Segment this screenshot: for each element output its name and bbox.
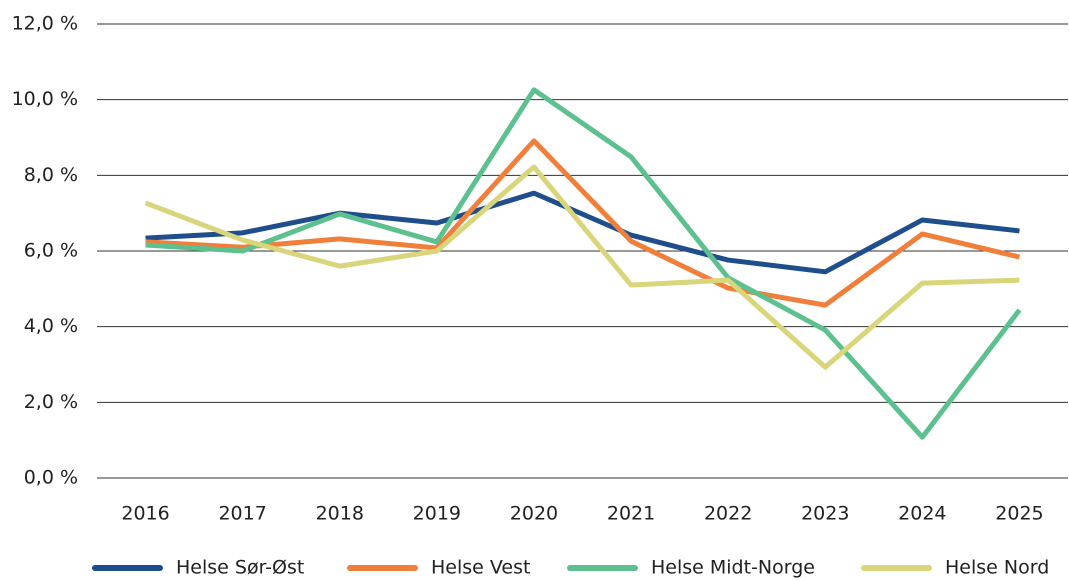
series-line <box>145 87 1022 440</box>
x-tick-label: 2019 <box>413 503 461 525</box>
x-tick-label: 2022 <box>704 503 752 525</box>
series-line <box>145 190 1020 275</box>
legend-label: Helse Vest <box>431 557 530 579</box>
x-tick-label: 2016 <box>121 503 169 525</box>
legend-label: Helse Midt-Norge <box>651 557 815 579</box>
x-tick-label: 2021 <box>607 503 655 525</box>
y-tick-label: 6,0 % <box>24 240 78 262</box>
x-tick-label: 2018 <box>316 503 364 525</box>
series-line <box>144 164 1020 370</box>
x-tick-label: 2023 <box>801 503 849 525</box>
series-line <box>145 138 1021 308</box>
y-tick-label: 10,0 % <box>12 88 78 110</box>
y-tick-label: 8,0 % <box>24 164 78 186</box>
x-tick-label: 2017 <box>218 503 266 525</box>
y-tick-label: 2,0 % <box>24 391 78 413</box>
y-tick-label: 12,0 % <box>12 13 78 35</box>
x-tick-label: 2024 <box>898 503 946 525</box>
x-tick-label: 2020 <box>510 503 558 525</box>
y-tick-label: 0,0 % <box>24 467 78 489</box>
legend-label: Helse Sør-Øst <box>176 557 304 579</box>
legend-label: Helse Nord <box>945 557 1049 579</box>
y-tick-label: 4,0 % <box>24 315 78 337</box>
x-tick-label: 2025 <box>995 503 1043 525</box>
